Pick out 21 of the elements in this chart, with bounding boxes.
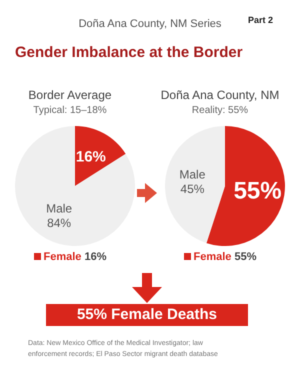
data-label: 45% [180, 182, 205, 196]
slice-label: Male [46, 202, 72, 216]
pie-slice [165, 126, 225, 244]
text: Part 2 [248, 15, 274, 25]
chart-title: Doña Ana County, NM [160, 88, 280, 102]
pie-slice [15, 126, 135, 246]
data-label: 84% [47, 216, 72, 230]
chart-title: Border Average [27, 88, 113, 102]
text: 55% [234, 251, 256, 263]
legend-label: Female [194, 251, 232, 263]
data-label: 16% [76, 148, 106, 166]
slice-label: Male [179, 167, 206, 182]
chart-subtitle: Typical: 15–18% [32, 105, 108, 116]
text: Doña Ana County, NM Series [78, 18, 222, 30]
chart-subtitle: Reality: 55% [190, 105, 250, 116]
pie-slice [75, 126, 126, 186]
text: 16% [84, 251, 106, 263]
legend-label: Female [44, 251, 82, 263]
data-label: 55% [234, 178, 282, 205]
pie-slice [206, 126, 285, 246]
text: Gender Imbalance at the Border [15, 44, 243, 61]
